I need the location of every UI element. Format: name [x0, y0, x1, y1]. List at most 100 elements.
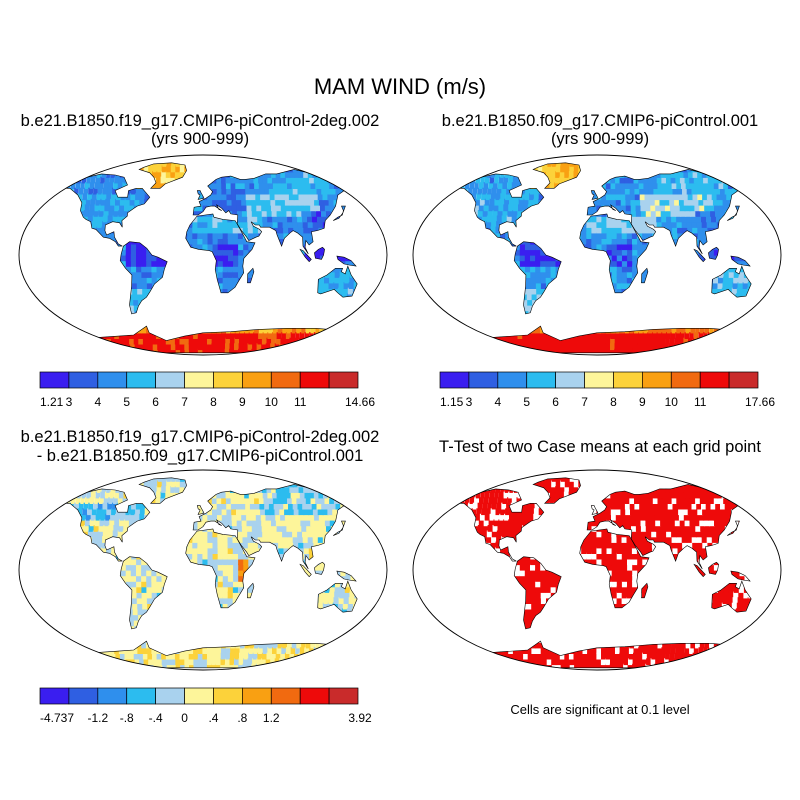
- panel-br-title: T-Test of two Case means at each grid po…: [439, 438, 761, 456]
- colorbar-tick-label: 1.2: [263, 711, 280, 725]
- coastline-northamerica: [439, 488, 545, 562]
- coastline-madagascar: [247, 582, 255, 599]
- coastline-southamerica: [513, 241, 562, 315]
- colorbar-box: [155, 371, 185, 389]
- coastline-newguinea: [336, 255, 357, 267]
- coastline-japan: [333, 205, 346, 221]
- colorbar-box: [299, 687, 330, 705]
- colorbar-box: [328, 687, 359, 705]
- main-title: MAM WIND (m/s): [313, 74, 487, 99]
- colorbar-box: [184, 687, 214, 705]
- colorbar-tick-label: 1.15: [440, 395, 464, 409]
- coastline-southamerica: [119, 556, 168, 630]
- panel-tl-title-line1: b.e21.B1850.f19_g17.CMIP6-piControl-2deg…: [20, 112, 380, 130]
- colorbar-box: [299, 371, 330, 389]
- coastline-uk: [196, 190, 205, 200]
- colorbar-box: [242, 371, 272, 389]
- colorbar-box: [642, 371, 672, 389]
- coastline-borneo: [314, 246, 325, 260]
- colorbar-box: [497, 371, 528, 389]
- coastline-madagascar: [641, 582, 649, 599]
- colorbar-tick-label: 9: [239, 395, 246, 409]
- coastline-newguinea: [730, 570, 751, 582]
- colorbar-tick-label: 9: [639, 395, 646, 409]
- colorbar-tick-label: 3: [66, 395, 73, 409]
- colorbar-box: [270, 687, 301, 705]
- colorbar-tick-label: 11: [694, 395, 707, 409]
- colorbar-box: [526, 371, 556, 389]
- colorbar-box: [155, 687, 185, 705]
- colorbar-tick-label: 0: [181, 711, 188, 725]
- coastline-uk: [590, 190, 599, 200]
- colorbar-tick-label: -4.737: [40, 711, 74, 725]
- colorbar-tick-label: 1.21: [40, 395, 64, 409]
- colorbar-tick-label: 6: [552, 395, 559, 409]
- coastline-eurasia: [192, 484, 373, 570]
- colorbar-box: [213, 371, 243, 389]
- coastline-uk: [196, 505, 205, 515]
- colorbar-tick-label: 7: [181, 395, 188, 409]
- coastline-japan: [727, 520, 740, 536]
- colorbar-box: [699, 371, 730, 389]
- colorbar-top-right: 1.15 3 4 5 6 7 8 9 10 11 17.66: [439, 371, 775, 409]
- coastline-eurasia: [192, 169, 373, 255]
- coastline-uk: [590, 505, 599, 515]
- colorbar-box: [468, 371, 499, 389]
- map-border: [412, 154, 782, 356]
- coastline-japan: [727, 205, 740, 221]
- coastline-australia: [711, 265, 752, 298]
- colorbar-box: [97, 371, 128, 389]
- colorbar-tick-label: -.4: [149, 711, 163, 725]
- panel-bl-title-line2: - b.e21.B1850.f09_g17.CMIP6-piControl.00…: [36, 447, 364, 465]
- coastline-borneo: [708, 561, 719, 575]
- colorbar-tick-label: 10: [265, 395, 279, 409]
- significance-note: Cells are significant at 0.1 level: [510, 702, 690, 717]
- colorbar-tick-label: -1.2: [87, 711, 108, 725]
- colorbar-box: [39, 371, 70, 389]
- colorbar-box: [242, 687, 272, 705]
- coastline-australia: [711, 580, 752, 613]
- coastline-sumatra: [299, 563, 312, 578]
- coastline-japan: [333, 520, 346, 536]
- colorbar-tick-label: 10: [665, 395, 679, 409]
- coastline-greenland: [138, 477, 187, 504]
- coastline-africa: [185, 528, 256, 609]
- coastline-sumatra: [693, 248, 706, 263]
- colorbar-box: [39, 687, 70, 705]
- colorbar-box: [68, 687, 99, 705]
- coastline-sumatra: [299, 248, 312, 263]
- coastline-africa: [185, 213, 256, 294]
- colorbar-top-left: 1.21 3 4 5 6 7 8 9 10 11 14.66: [39, 371, 375, 409]
- colorbar-tick-label: 8: [610, 395, 617, 409]
- colorbar-box: [613, 371, 643, 389]
- colorbar-tick-label: -.8: [120, 711, 134, 725]
- coastline-eurasia: [586, 484, 767, 570]
- colorbar-tick-label: 8: [210, 395, 217, 409]
- map-border: [18, 469, 388, 671]
- coastline-southamerica: [119, 241, 168, 315]
- colorbar-tick-label: 4: [94, 395, 101, 409]
- coastline-australia: [317, 580, 358, 613]
- colorbar-box: [555, 371, 585, 389]
- map-border: [18, 154, 388, 356]
- coastline-northamerica: [439, 173, 545, 247]
- colorbar-tick-label: 3.92: [348, 711, 372, 725]
- coastline-australia: [317, 265, 358, 298]
- colorbar-tick-label: 5: [123, 395, 130, 409]
- colorbar-box: [670, 371, 701, 389]
- colorbar-box: [728, 371, 759, 389]
- colorbar-tick-label: 11: [294, 395, 307, 409]
- colorbar-tick-label: 5: [523, 395, 530, 409]
- coastline-northamerica: [45, 488, 151, 562]
- colorbar-box: [68, 371, 99, 389]
- colorbar-bottom-left: -4.737 -1.2 -.8 -.4 0 .4 .8 1.2 3.92: [39, 687, 372, 725]
- colorbar-box: [126, 371, 156, 389]
- colorbar-tick-label: 14.66: [345, 395, 375, 409]
- coastline-borneo: [314, 561, 325, 575]
- coastline-madagascar: [641, 267, 649, 284]
- map-bottom-right: [412, 469, 782, 671]
- colorbar-box: [97, 687, 128, 705]
- colorbar-tick-label: 17.66: [745, 395, 775, 409]
- coastline-greenland: [138, 162, 187, 189]
- colorbar-tick-label: 4: [494, 395, 501, 409]
